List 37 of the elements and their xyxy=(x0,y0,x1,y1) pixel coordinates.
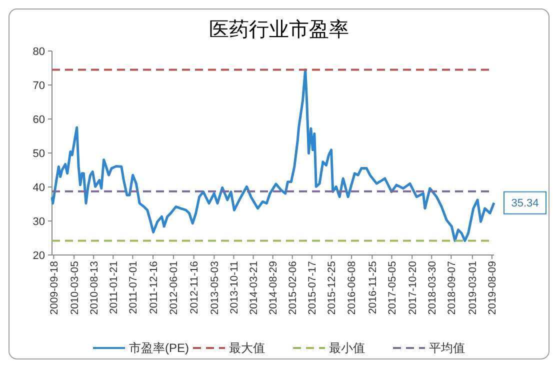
annotation: 35.34 xyxy=(511,198,539,210)
x-tick-label: 2017-10-20 xyxy=(406,260,419,315)
y-tick-label: 50 xyxy=(32,148,45,160)
x-tick-label: 2009-09-18 xyxy=(48,260,60,315)
x-tick-label: 2011-01-21 xyxy=(108,260,120,314)
x-tick-label: 2011-07-01 xyxy=(127,260,140,314)
x-tick-label: 2015-12-25 xyxy=(326,260,338,315)
legend-label: 市盈率(PE) xyxy=(129,341,190,355)
x-tick-label: 2011-12-16 xyxy=(148,260,160,314)
x-tick-label: 2010-08-13 xyxy=(88,260,100,315)
x-tick-label: 2019-08-09 xyxy=(486,260,499,315)
x-tick-label: 2015-02-06 xyxy=(287,260,300,315)
legend-label: 最小值 xyxy=(329,341,365,355)
y-tick-label: 30 xyxy=(32,216,45,228)
y-tick-label: 40 xyxy=(32,182,45,194)
legend-label: 最大值 xyxy=(229,341,265,355)
x-tick-label: 2016-11-25 xyxy=(366,260,379,314)
x-tick-label: 2010-03-05 xyxy=(68,260,81,315)
x-tick-label: 2016-06-08 xyxy=(346,260,358,315)
y-tick-label: 60 xyxy=(32,114,45,126)
y-tick-label: 70 xyxy=(32,80,45,92)
line-series xyxy=(50,68,496,242)
x-tick-label: 2013-10-11 xyxy=(228,260,240,314)
x-tick-label: 2012-11-16 xyxy=(188,260,201,314)
x-tick-label: 2017-05-05 xyxy=(386,260,398,315)
y-tick-label: 80 xyxy=(32,46,45,58)
x-tick-label: 2013-05-03 xyxy=(208,260,221,315)
y-tick-label: 20 xyxy=(32,250,45,262)
x-tick-label: 2015-07-17 xyxy=(306,260,319,315)
x-tick-label: 2018-03-30 xyxy=(426,260,438,315)
legend-label: 平均值 xyxy=(429,341,465,355)
chart-title: 医药行业市盈率 xyxy=(209,17,349,41)
x-tick-label: 2018-09-07 xyxy=(446,260,458,315)
x-tick-label: 2014-08-29 xyxy=(267,260,280,315)
x-tick-label: 2014-03-21 xyxy=(248,260,260,315)
x-tick-label: 2012-06-01 xyxy=(168,260,180,315)
x-tick-label: 2019-03-01 xyxy=(467,260,480,315)
